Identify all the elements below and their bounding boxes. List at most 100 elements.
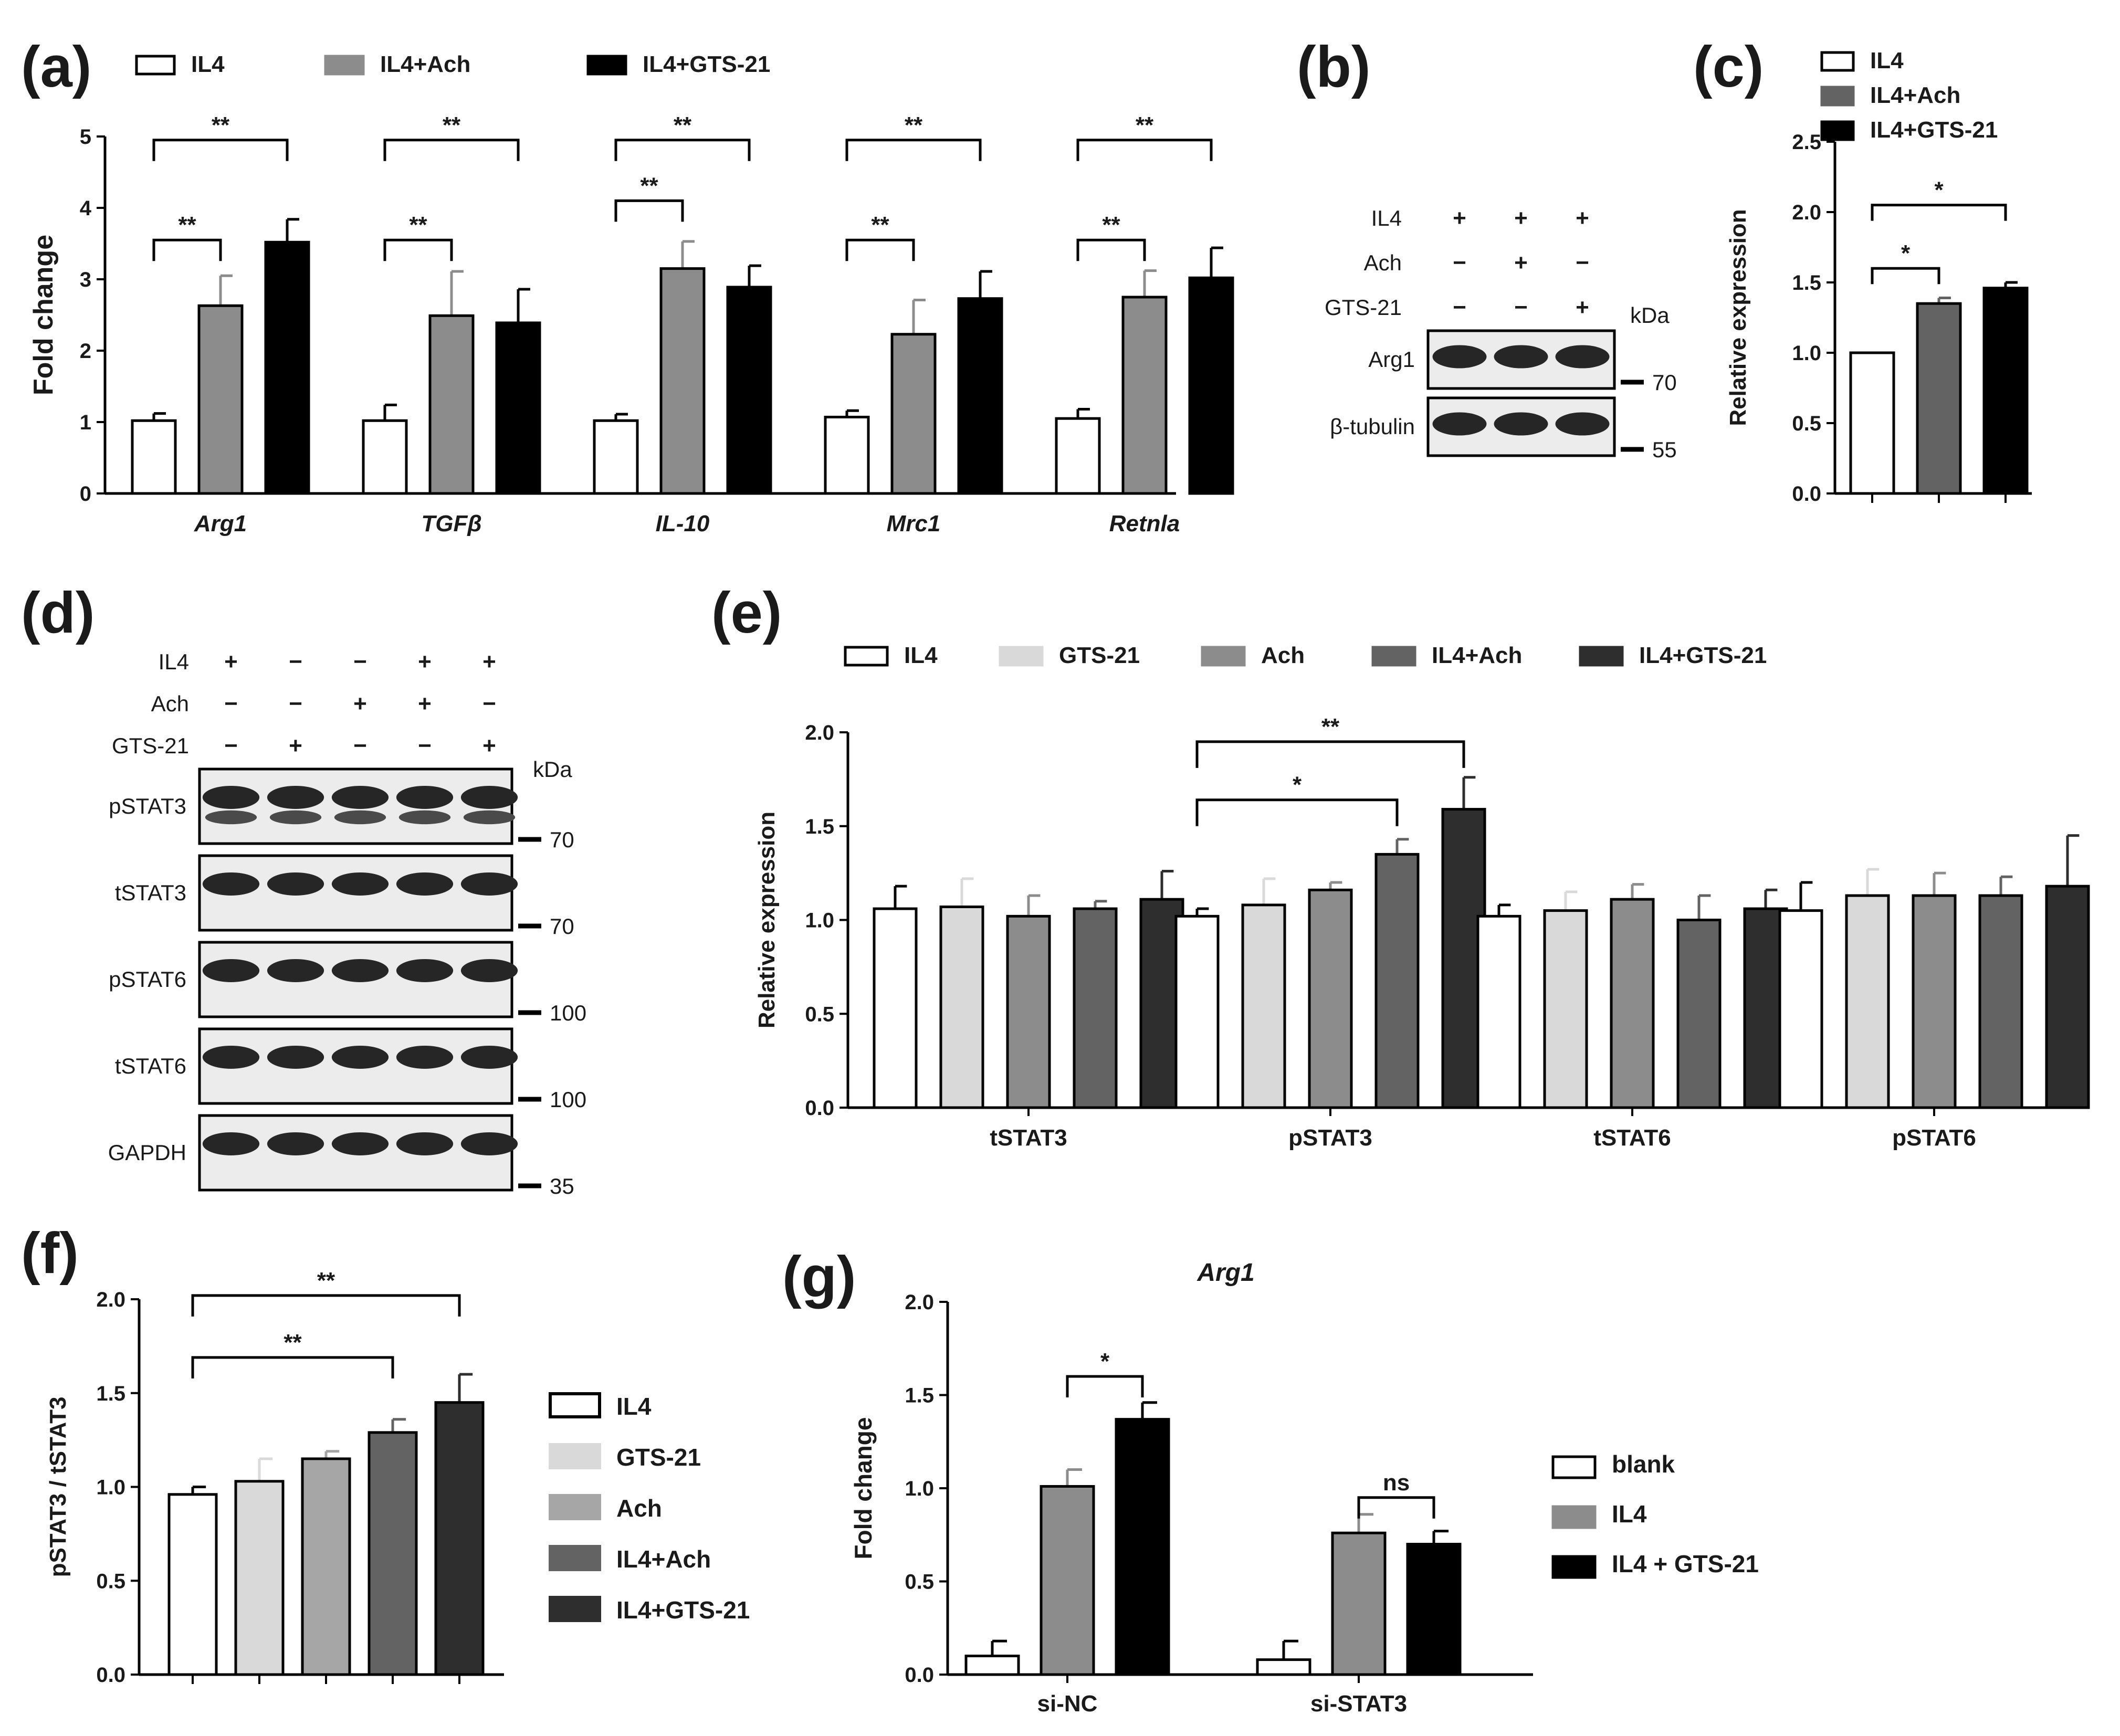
treatment-sign: − bbox=[1453, 250, 1466, 276]
treatment-sign: − bbox=[289, 649, 302, 675]
size-marker-label: 70 bbox=[550, 827, 574, 852]
y-axis-label: pSTAT3 / tSTAT3 bbox=[45, 1397, 71, 1577]
bar bbox=[1610, 898, 1655, 1109]
protein-band bbox=[202, 785, 260, 809]
protein-band bbox=[267, 1132, 324, 1155]
significance-bracket bbox=[191, 1356, 394, 1379]
legend-swatch bbox=[586, 55, 627, 76]
bar bbox=[2045, 885, 2090, 1109]
significance-bracket bbox=[191, 1294, 461, 1317]
protein-band bbox=[460, 959, 518, 982]
bar bbox=[1115, 1418, 1170, 1676]
bar bbox=[1188, 276, 1234, 495]
significance-label: ** bbox=[284, 1330, 302, 1355]
significance-label: ** bbox=[1321, 714, 1340, 740]
bar bbox=[495, 321, 541, 495]
kda-label: kDa bbox=[533, 757, 572, 782]
y-tick-label: 2.0 bbox=[1792, 201, 1821, 224]
chart-c: 0.0 0.5 1.0 1.5 2.0 2.5 Relative expression * * bbox=[1725, 131, 2032, 506]
bar bbox=[964, 1655, 1020, 1676]
significance-bracket bbox=[845, 238, 915, 261]
significance-bracket bbox=[1076, 238, 1146, 261]
legend-swatch bbox=[1820, 51, 1855, 72]
bar bbox=[873, 907, 918, 1109]
panel-label: (d) bbox=[21, 581, 95, 645]
size-marker-label: 100 bbox=[550, 1001, 586, 1025]
bar bbox=[368, 1431, 418, 1676]
bar bbox=[1476, 914, 1521, 1109]
protein-band bbox=[1494, 412, 1548, 436]
blot-row-label: pSTAT6 bbox=[109, 967, 186, 992]
significance-label: ** bbox=[674, 112, 692, 138]
blot-b: IL4 + + + Ach − + − GTS-21 − − + kDa Arg1 70 β-tubulin 5… bbox=[1325, 205, 1677, 462]
significance-label: ** bbox=[409, 212, 427, 238]
legend-swatch bbox=[1820, 86, 1855, 107]
y-tick-label: 1.5 bbox=[96, 1382, 125, 1405]
legend-g: blank IL4 IL4 + GTS-21 bbox=[1551, 1450, 1759, 1579]
x-category-label: Retnla bbox=[1109, 511, 1180, 536]
figure-layer: (a) (b) (c) (d) (e) (f) (g) 0 1 2 3 4 5 Fold change Ar… bbox=[21, 35, 2090, 1717]
significance-label: * bbox=[1901, 240, 1911, 266]
bar bbox=[1006, 914, 1051, 1109]
legend-label: IL4 bbox=[1612, 1500, 1647, 1528]
legend-swatch bbox=[1551, 1455, 1597, 1479]
significance-bracket bbox=[1871, 267, 1940, 285]
protein-band bbox=[331, 785, 389, 809]
treatment-label: Ach bbox=[151, 691, 189, 716]
legend-swatch bbox=[135, 55, 176, 76]
protein-band bbox=[460, 1132, 518, 1155]
chart-title: Arg1 bbox=[1197, 1259, 1254, 1287]
bar bbox=[362, 419, 408, 495]
legend-swatch bbox=[1371, 646, 1416, 667]
chart-g: 0.0 0.5 1.0 1.5 2.0 Fold change si-NC si-STAT3 *… bbox=[849, 1291, 1533, 1717]
bar bbox=[659, 267, 706, 495]
protein-band bbox=[331, 1045, 389, 1069]
bar bbox=[1256, 1658, 1311, 1676]
significance-bracket bbox=[614, 199, 684, 222]
panel-label: (b) bbox=[1297, 35, 1370, 99]
bar bbox=[167, 1493, 218, 1676]
y-tick-label: 0.0 bbox=[805, 1097, 834, 1120]
treatment-sign: − bbox=[482, 691, 496, 717]
x-category-label: si-STAT3 bbox=[1310, 1691, 1407, 1717]
treatment-sign: + bbox=[1576, 294, 1589, 320]
chart-e: 0.0 0.5 1.0 1.5 2.0 Relative expression tSTAT3… bbox=[754, 714, 2090, 1151]
bar bbox=[1374, 853, 1420, 1109]
significance-bracket bbox=[383, 139, 520, 161]
bar bbox=[1778, 909, 1823, 1109]
x-category-label: pSTAT6 bbox=[1892, 1125, 1976, 1151]
protein-band bbox=[460, 1045, 518, 1069]
protein-band-lower bbox=[463, 810, 516, 825]
legend-a: IL4 IL4+Ach IL4+GTS-21 bbox=[135, 51, 770, 77]
y-axis-label: Fold change bbox=[28, 235, 59, 395]
legend-label: GTS-21 bbox=[616, 1444, 701, 1471]
bar bbox=[1845, 894, 1890, 1109]
bar bbox=[1055, 417, 1101, 495]
y-tick-label: 1.0 bbox=[1792, 342, 1821, 365]
blot-row-label: β-tubulin bbox=[1330, 414, 1415, 439]
protein-band bbox=[396, 785, 454, 809]
bar bbox=[939, 905, 984, 1109]
legend-swatch bbox=[1201, 646, 1246, 667]
treatment-label: GTS-21 bbox=[1325, 295, 1402, 320]
treatment-label: GTS-21 bbox=[112, 733, 189, 758]
size-marker-label: 55 bbox=[1652, 437, 1677, 462]
treatment-label: Ach bbox=[1364, 250, 1402, 275]
y-tick-label: 0.5 bbox=[805, 1003, 834, 1026]
bar bbox=[434, 1401, 485, 1676]
bar bbox=[593, 419, 639, 495]
legend-label: Ach bbox=[616, 1495, 662, 1522]
protein-band bbox=[267, 1045, 324, 1069]
chart-a: 0 1 2 3 4 5 Fold change Arg1 TGFβ IL-10 Mrc1 Retnla… bbox=[28, 112, 1234, 536]
treatment-sign: + bbox=[353, 691, 367, 717]
bar bbox=[1849, 351, 1895, 495]
treatment-sign: − bbox=[1576, 250, 1589, 276]
treatment-sign: − bbox=[224, 733, 238, 759]
x-category-label: TGFβ bbox=[421, 511, 481, 536]
bar bbox=[1121, 296, 1168, 495]
significance-label: ** bbox=[443, 112, 461, 138]
x-category-label: tSTAT6 bbox=[1593, 1125, 1671, 1151]
protein-band bbox=[1432, 345, 1487, 369]
blot-row-label: tSTAT6 bbox=[115, 1054, 186, 1078]
bar bbox=[301, 1457, 351, 1676]
